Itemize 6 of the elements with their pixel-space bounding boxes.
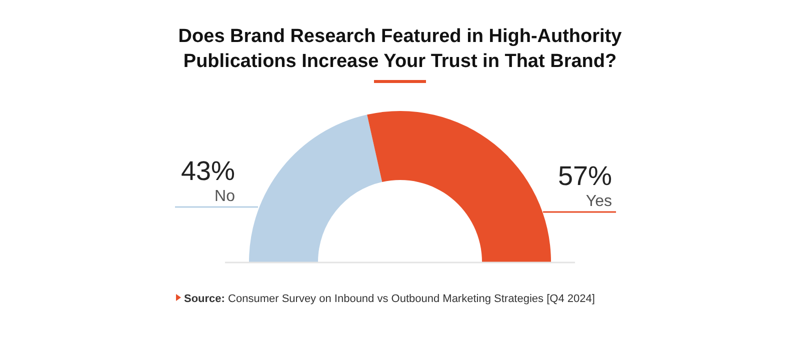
chart-title: Does Brand Research Featured in High-Authority Publications Increase Your Trust in That Brand? [178,26,622,72]
data-label: 43% [180,156,235,186]
source-note: Source: Consumer Survey on Inbound vs Outbound Marketing Strategies [Q4 2024] [184,293,595,305]
slice-label: Yes [586,193,612,210]
data-label: 57% [558,161,612,191]
slice-label: No [214,188,236,205]
